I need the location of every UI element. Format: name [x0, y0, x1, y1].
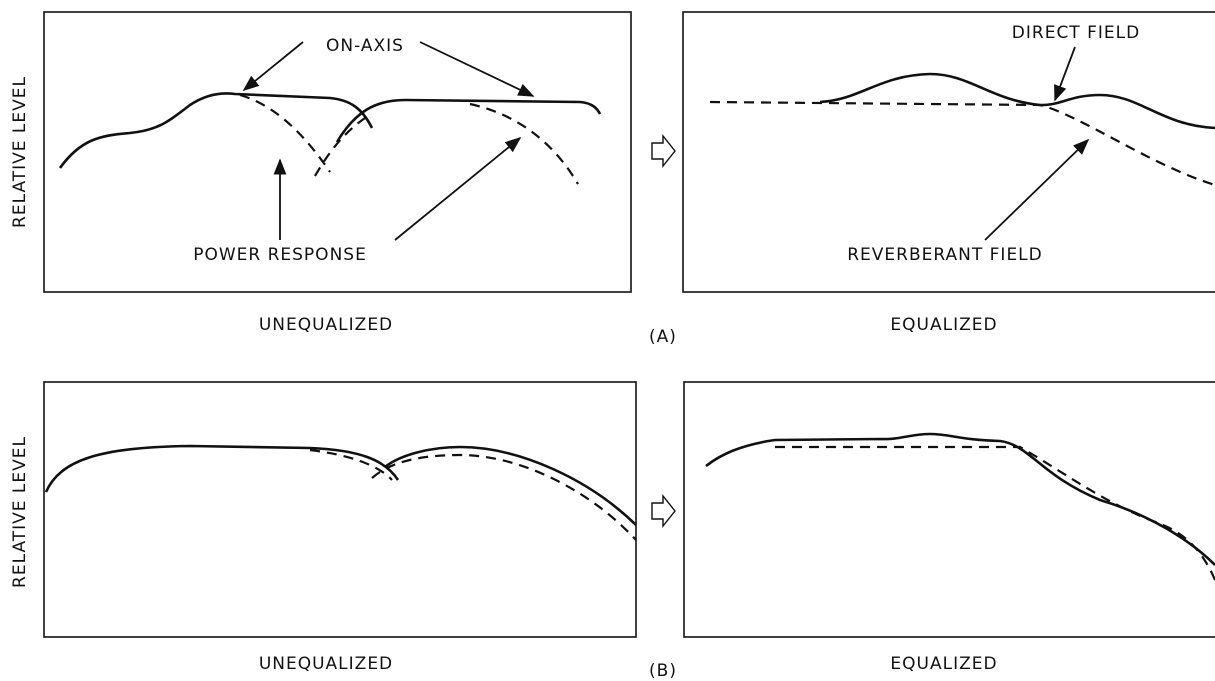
reverberant-field-curve: [775, 445, 1215, 581]
direct-field-curve: [705, 432, 1215, 566]
annotation: POWER RESPONSE: [193, 245, 367, 265]
annotation: DIRECT FIELD: [1012, 23, 1140, 43]
power-response-curve: [371, 453, 637, 541]
panel-label: (A): [649, 327, 677, 347]
on-axis-curve: [384, 445, 637, 526]
caption: EQUALIZED: [890, 315, 997, 335]
arrow: [1054, 46, 1076, 102]
on-axis-curve: [44, 444, 400, 493]
annotation: ON-AXIS: [326, 36, 404, 56]
y-axis-label: RELATIVE LEVEL: [10, 76, 30, 228]
caption: EQUALIZED: [890, 654, 997, 674]
power-response-curve: [314, 117, 366, 177]
caption: UNEQUALIZED: [259, 654, 393, 674]
transition-arrow: [651, 134, 676, 168]
on-axis-curve: [58, 92, 374, 169]
panel-box: [43, 11, 632, 293]
direct-field-curve: [819, 72, 1215, 130]
panel-box: [43, 381, 637, 638]
caption: UNEQUALIZED: [259, 315, 393, 335]
arrow: [242, 41, 304, 92]
power-response-curve: [239, 93, 331, 173]
power-response-curve: [469, 102, 579, 185]
power-response-curve: [309, 448, 393, 481]
arrow: [984, 138, 1090, 241]
panel-box: [683, 381, 1215, 638]
panel-box: [682, 11, 1215, 293]
transition-arrow: [651, 494, 676, 528]
on-axis-curve: [335, 98, 602, 143]
arrow: [394, 136, 522, 241]
annotation: REVERBERANT FIELD: [847, 245, 1043, 265]
reverberant-field-curve: [709, 100, 1215, 187]
arrow: [419, 41, 535, 97]
panel-label: (B): [649, 661, 677, 681]
y-axis-label: RELATIVE LEVEL: [10, 436, 30, 588]
